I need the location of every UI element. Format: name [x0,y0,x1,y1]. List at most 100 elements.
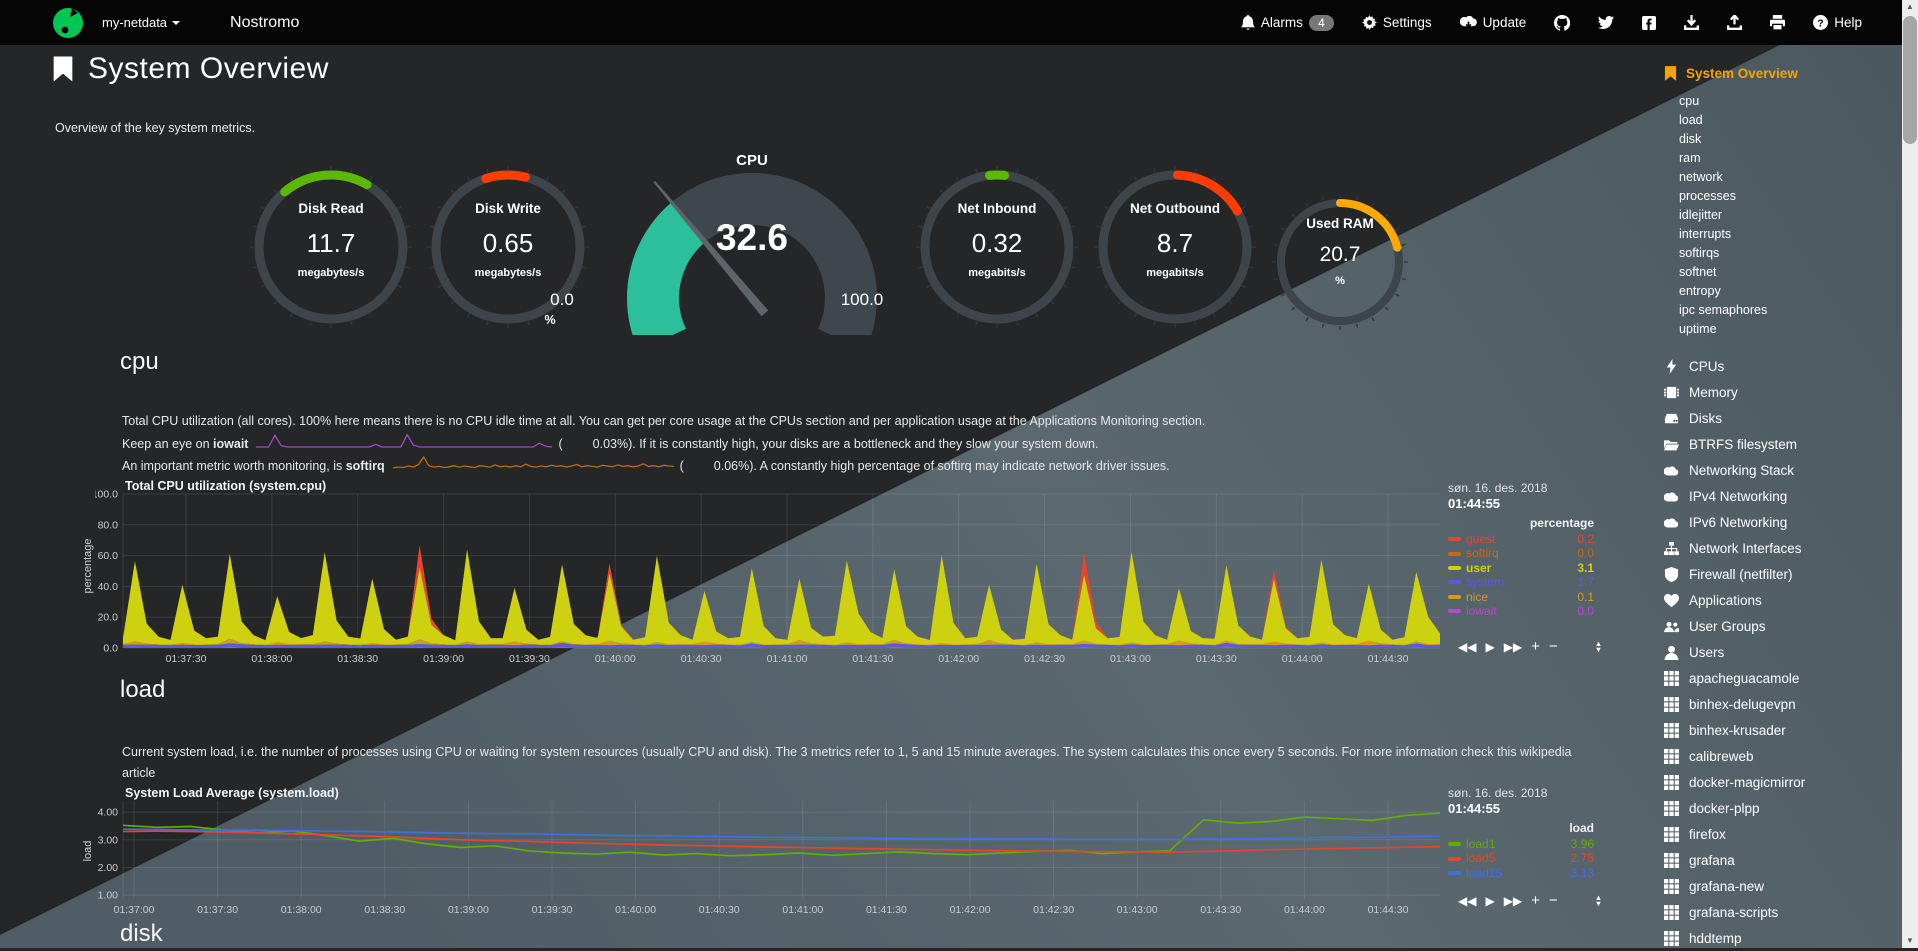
svg-text:100.0: 100.0 [841,290,884,309]
zoom-in-button[interactable]: + [1531,638,1540,655]
pan-forward-button[interactable]: ▶▶ [1503,894,1523,908]
cpu-chart-ylabel: percentage [82,538,94,594]
pan-forward-button[interactable]: ▶▶ [1503,640,1523,654]
page-subtitle: Overview of the key system metrics. [55,121,256,135]
sidebar-item-cpus[interactable]: CPUs [1664,353,1894,379]
print-button[interactable] [1770,15,1785,30]
sidebar-item-network-interfaces[interactable]: Network Interfaces [1664,535,1894,561]
legend-name: user [1466,560,1492,575]
legend-swatch [1448,551,1461,556]
gauge-value: 8.7 [1156,228,1194,258]
sidebar-item-user-groups[interactable]: User Groups [1664,613,1894,639]
pan-backward-button[interactable]: ◀◀ [1458,894,1477,908]
sidebar-item-grafana[interactable]: grafana [1664,847,1894,873]
page-scrollbar[interactable]: ▲ ▼ [1902,0,1918,948]
sidebar-item-ipv4-networking[interactable]: IPv4 Networking [1664,483,1894,509]
legend-name: load5 [1466,851,1496,866]
sidebar-subitem-processes[interactable]: processes [1679,189,1736,203]
legend-row-iowait[interactable]: iowait 0.0 [1448,604,1594,618]
sidebar-item-hddtemp[interactable]: hddtemp [1664,925,1894,951]
scrollbar-down-arrow[interactable]: ▼ [1906,936,1914,945]
sidebar-subitem-interrupts[interactable]: interrupts [1679,227,1732,241]
alarms-button[interactable]: Alarms 4 [1241,14,1334,31]
sidebar-subitem-uptime[interactable]: uptime [1679,322,1717,336]
resize-handle[interactable]: ▲ ▼ [1594,639,1603,654]
load-chart-canvas[interactable]: 01:37:00 01:37:30 01:38:00 01:38:30 01:39:00… [95,785,1655,920]
sidebar-subitem-ram[interactable]: ram [1679,151,1701,165]
disk-read-gauge[interactable]: Disk Read 11.7 megabytes/s [249,165,413,329]
sidebar-item-docker-magicmirror[interactable]: docker-magicmirror [1664,769,1894,795]
sidebar-item-system-overview[interactable]: System Overview [1664,60,1894,86]
sidebar-subitem-ipc-semaphores[interactable]: ipc semaphores [1679,303,1768,317]
cpu-chart-canvas[interactable]: 01:37:30 01:38:00 01:38:30 01:39:00 01:39:30… [95,478,1655,670]
resize-handle[interactable]: ▲ ▼ [1594,893,1603,908]
iowait-sparkline[interactable] [254,432,554,450]
sidebar-item-calibreweb[interactable]: calibreweb [1664,743,1894,769]
sidebar-item-grafana-new[interactable]: grafana-new [1664,873,1894,899]
sidebar-item-label: Users [1689,644,1725,660]
facebook-link[interactable] [1642,16,1656,30]
legend-row-user[interactable]: user 3.1 [1448,561,1594,575]
gauge-value: 20.7 [1319,243,1361,266]
sidebar-subitem-softnet[interactable]: softnet [1679,265,1717,279]
sidebar-item-apacheguacamole[interactable]: apacheguacamole [1664,665,1894,691]
sidebar-subitem-cpu[interactable]: cpu [1679,94,1700,108]
sidebar-subitem-idlejitter[interactable]: idlejitter [1679,208,1723,222]
sidebar-item-binhex-krusader[interactable]: binhex-krusader [1664,717,1894,743]
help-button[interactable]: Help [1813,15,1862,30]
gauge-value: 0.32 [971,228,1023,258]
sidebar-subitem-entropy[interactable]: entropy [1679,284,1721,298]
sidebar-subitem-softirqs[interactable]: softirqs [1679,246,1720,260]
sidebar-subitem-disk[interactable]: disk [1679,132,1702,146]
used-ram-gauge[interactable]: Used RAM 20.7% [1272,194,1408,330]
settings-button[interactable]: Settings [1362,15,1432,30]
cpu-gauge[interactable]: CPU 32.6 0.0 100.0% [520,140,900,351]
sidebar-item-firefox[interactable]: firefox [1664,821,1894,847]
load-chart[interactable]: 01:37:00 01:37:30 01:38:00 01:38:30 01:39:00… [95,785,1655,920]
softirq-sparkline[interactable] [391,454,676,472]
cpu-chart[interactable]: 01:37:30 01:38:00 01:38:30 01:39:00 01:39:30… [95,478,1655,670]
scrollbar-thumb[interactable] [1903,16,1917,144]
update-button[interactable]: Update [1460,15,1526,30]
legend-row-guest[interactable]: guest 0.2 [1448,532,1594,546]
legend-row-nice[interactable]: nice 0.1 [1448,590,1594,604]
sidebar-item-disks[interactable]: Disks [1664,405,1894,431]
netdata-logo[interactable] [52,7,84,39]
legend-row-system[interactable]: system 1.7 [1448,575,1594,589]
export-snapshot-button[interactable] [1684,15,1699,30]
svg-text:01:38:30: 01:38:30 [364,904,405,916]
sidebar-item-grafana-scripts[interactable]: grafana-scripts [1664,899,1894,925]
github-link[interactable] [1554,15,1570,31]
zoom-out-button[interactable]: − [1548,892,1558,909]
svg-text:01:44:30: 01:44:30 [1368,904,1409,916]
grid-icon [1664,671,1679,686]
sidebar-item-users[interactable]: Users [1664,639,1894,665]
sidebar-item-ipv6-networking[interactable]: IPv6 Networking [1664,509,1894,535]
sidebar-item-binhex-delugevpn[interactable]: binhex-delugevpn [1664,691,1894,717]
twitter-link[interactable] [1598,16,1614,29]
legend-row-softirq[interactable]: softirq 0.0 [1448,546,1594,560]
sidebar-item-docker-plpp[interactable]: docker-plpp [1664,795,1894,821]
zoom-out-button[interactable]: − [1548,638,1558,655]
sidebar-item-applications[interactable]: Applications [1664,587,1894,613]
legend-row-load5[interactable]: load5 2.75 [1448,851,1594,865]
pan-backward-button[interactable]: ◀◀ [1458,640,1477,654]
import-snapshot-button[interactable] [1727,15,1742,30]
sidebar-item-firewall-netfilter-[interactable]: Firewall (netfilter) [1664,561,1894,587]
zoom-in-button[interactable]: + [1531,892,1540,909]
net-inbound-gauge[interactable]: Net Inbound 0.32 megabits/s [915,165,1079,329]
sidebar-item-btrfs-filesystem[interactable]: BTRFS filesystem [1664,431,1894,457]
play-button[interactable]: ▶ [1485,640,1495,654]
legend-row-load15[interactable]: load15 3.13 [1448,866,1594,880]
legend-swatch [1448,594,1461,599]
sidebar-subitem-network[interactable]: network [1679,170,1723,184]
legend-row-load1[interactable]: load1 3.96 [1448,837,1594,851]
hostname-dropdown[interactable]: my-netdata [102,15,181,30]
net-outbound-gauge[interactable]: Net Outbound 8.7 megabits/s [1093,165,1257,329]
disk-write-gauge[interactable]: Disk Write 0.65 megabytes/s [426,165,590,329]
sidebar-subitem-load[interactable]: load [1679,113,1703,127]
scrollbar-up-arrow[interactable]: ▲ [1906,2,1914,11]
sidebar-item-networking-stack[interactable]: Networking Stack [1664,457,1894,483]
play-button[interactable]: ▶ [1485,894,1495,908]
sidebar-item-memory[interactable]: Memory [1664,379,1894,405]
